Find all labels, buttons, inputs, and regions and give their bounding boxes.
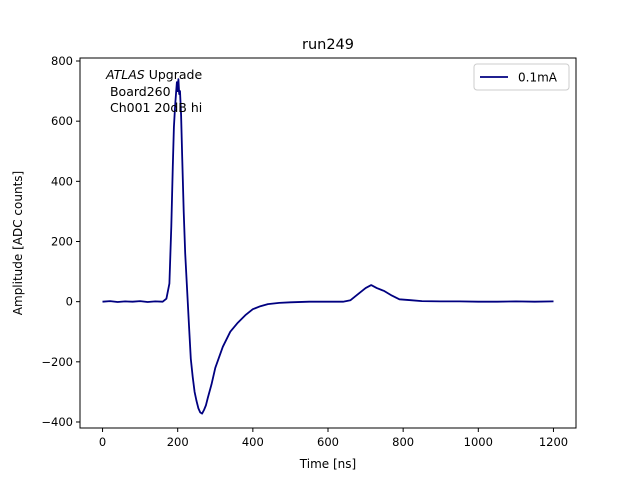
legend-label: 0.1mA bbox=[518, 71, 558, 85]
y-tick-label: 400 bbox=[51, 174, 73, 188]
y-tick-label: 0 bbox=[66, 295, 73, 309]
y-tick-label: −400 bbox=[41, 415, 73, 429]
y-tick-label: 600 bbox=[51, 114, 73, 128]
annotation-experiment-suffix: Upgrade bbox=[145, 67, 203, 82]
x-tick-label: 400 bbox=[242, 435, 264, 449]
annotation-line-1: ATLAS Upgrade bbox=[105, 67, 202, 82]
series-line-0 bbox=[102, 78, 554, 415]
y-tick-label: −200 bbox=[41, 355, 73, 369]
y-axis-label: Amplitude [ADC counts] bbox=[11, 171, 25, 315]
annotation-line-2: Board260 bbox=[106, 84, 171, 99]
chart-title: run249 bbox=[302, 37, 354, 53]
y-tick-label: 200 bbox=[51, 234, 73, 248]
x-tick-label: 0 bbox=[99, 435, 106, 449]
x-tick-label: 200 bbox=[167, 435, 189, 449]
legend-box bbox=[473, 63, 570, 91]
plot-area bbox=[102, 78, 554, 415]
x-tick-label: 600 bbox=[317, 435, 339, 449]
annotation-experiment: ATLAS bbox=[105, 67, 145, 82]
y-tick-label: 800 bbox=[51, 54, 73, 68]
legend: 0.1mA bbox=[473, 63, 570, 91]
x-tick-label: 1000 bbox=[464, 435, 493, 449]
x-axis-label: Time [ns] bbox=[299, 457, 356, 471]
x-axis: 0 200 400 600 800 1000 1200 bbox=[99, 428, 568, 449]
atlas-annotation: ATLAS Upgrade Board260 Ch001 20dB hi bbox=[105, 67, 202, 115]
y-axis: −400 −200 0 200 400 600 800 bbox=[41, 54, 80, 429]
annotation-line-3: Ch001 20dB hi bbox=[106, 100, 202, 115]
x-tick-label: 800 bbox=[392, 435, 414, 449]
x-tick-label: 1200 bbox=[539, 435, 568, 449]
